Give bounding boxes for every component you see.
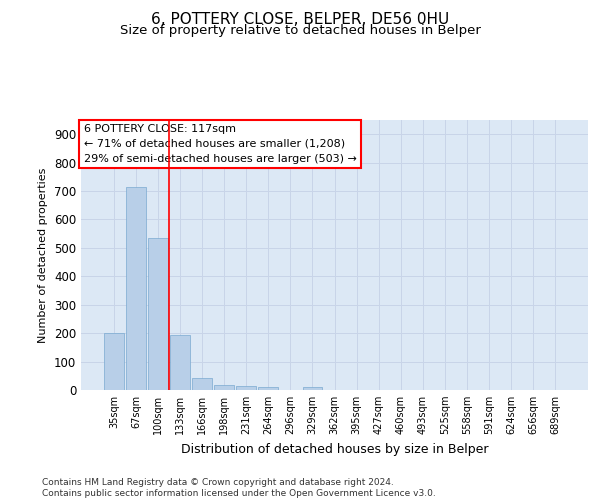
Bar [236, 386, 256, 390]
Text: Size of property relative to detached houses in Belper: Size of property relative to detached ho… [119, 24, 481, 37]
Text: 6, POTTERY CLOSE, BELPER, DE56 0HU: 6, POTTERY CLOSE, BELPER, DE56 0HU [151, 12, 449, 28]
Bar [214, 385, 234, 390]
Bar [126, 187, 146, 390]
Bar [170, 335, 190, 390]
Bar [259, 387, 278, 390]
Bar [302, 388, 322, 390]
Bar [192, 378, 212, 390]
Y-axis label: Number of detached properties: Number of detached properties [38, 168, 49, 342]
Text: 6 POTTERY CLOSE: 117sqm
← 71% of detached houses are smaller (1,208)
29% of semi: 6 POTTERY CLOSE: 117sqm ← 71% of detache… [83, 124, 356, 164]
Bar [104, 333, 124, 390]
X-axis label: Distribution of detached houses by size in Belper: Distribution of detached houses by size … [181, 442, 488, 456]
Bar [148, 238, 168, 390]
Text: Contains HM Land Registry data © Crown copyright and database right 2024.
Contai: Contains HM Land Registry data © Crown c… [42, 478, 436, 498]
